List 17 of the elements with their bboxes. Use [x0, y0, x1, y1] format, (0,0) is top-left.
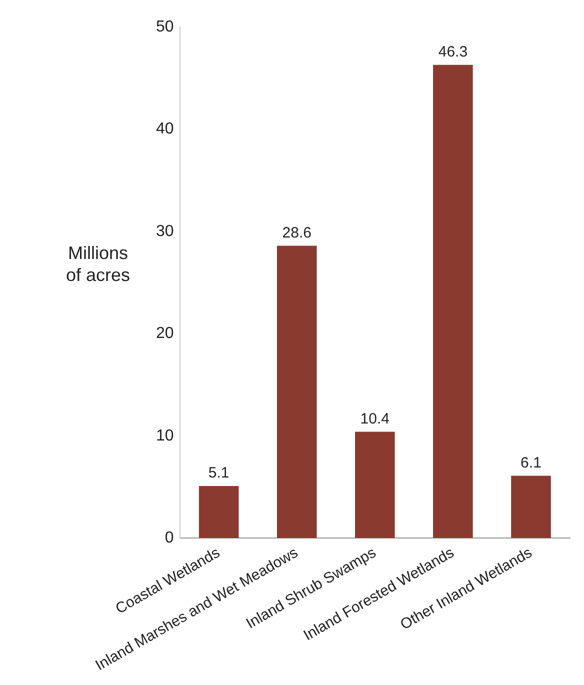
- y-tick-label: 30: [156, 222, 174, 240]
- y-axis-title: Millions of acres: [66, 242, 130, 285]
- bar: [433, 64, 473, 538]
- bar: [511, 476, 551, 538]
- y-tick-label: 0: [164, 529, 174, 546]
- y-tick-label: 20: [156, 325, 174, 342]
- bar: [355, 432, 395, 538]
- y-tick-label: 10: [156, 427, 174, 444]
- data-label: 46.3: [438, 43, 468, 60]
- y-tick-label: 40: [156, 120, 174, 138]
- data-label: 6.1: [520, 454, 542, 472]
- data-label: 10.4: [360, 410, 390, 428]
- data-label: 5.1: [208, 464, 230, 482]
- y-tick-label: 50: [156, 18, 174, 36]
- bar: [198, 486, 239, 538]
- bar: [276, 246, 317, 538]
- data-label: 28.6: [282, 224, 312, 242]
